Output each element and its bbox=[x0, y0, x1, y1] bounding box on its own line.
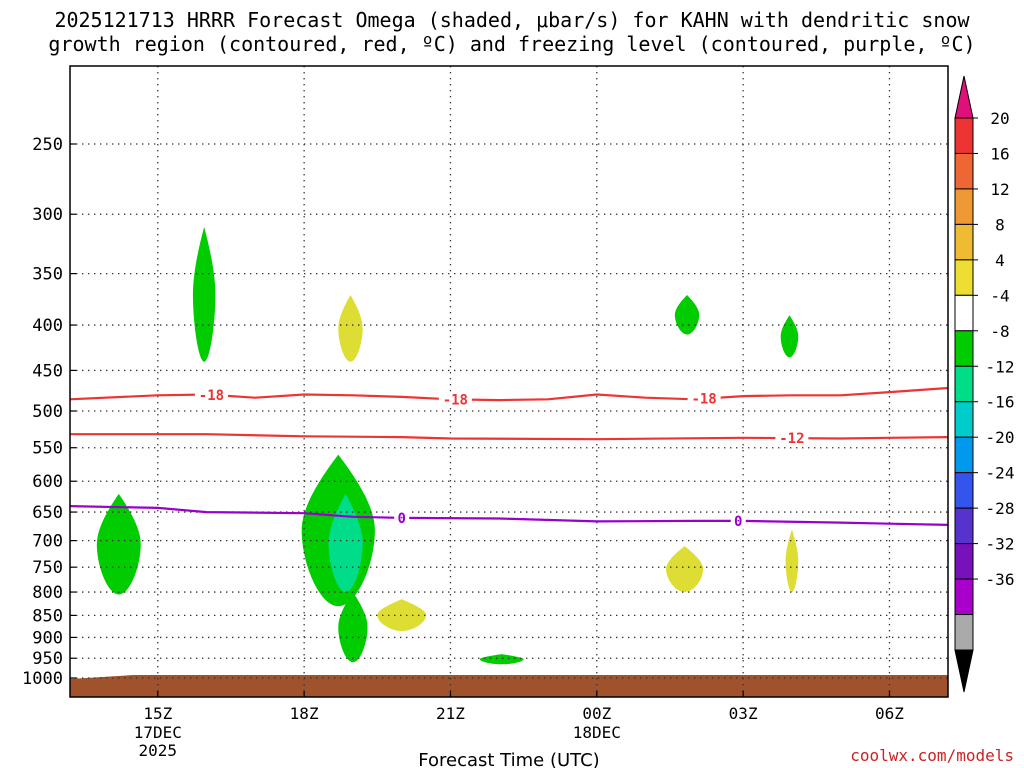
y-tick-label-300: 300 bbox=[32, 205, 63, 225]
omega-region-1 bbox=[96, 493, 141, 595]
ground-fill bbox=[70, 675, 948, 697]
colorbar-label--16: -16 bbox=[986, 393, 1015, 412]
isotherm-label-dgz-top: -18 bbox=[691, 392, 716, 408]
isotherm-label-dgz-top: -18 bbox=[443, 392, 468, 408]
omega-region-4 bbox=[338, 592, 368, 663]
isotherm-label-bg bbox=[438, 391, 472, 408]
x-tick-date-15Z: 17DEC bbox=[134, 723, 182, 742]
y-tick-label-350: 350 bbox=[32, 265, 63, 285]
y-tick-label-450: 450 bbox=[32, 361, 63, 381]
colorbar-band-15 bbox=[954, 614, 974, 651]
colorbar-bottom-arrow bbox=[954, 649, 974, 693]
x-tick-label-15Z: 15Z bbox=[143, 704, 172, 723]
colorbar-band-14 bbox=[954, 578, 974, 616]
x-tick-label-00Z: 00Z bbox=[582, 704, 611, 723]
plot-frame bbox=[69, 65, 949, 698]
colorbar-label--4: -4 bbox=[990, 286, 1009, 305]
y-tick-label-850: 850 bbox=[32, 606, 63, 626]
colorbar-band-12 bbox=[954, 507, 974, 545]
y-tick-label-900: 900 bbox=[32, 628, 63, 648]
x-tick-label-21Z: 21Z bbox=[436, 704, 465, 723]
colorbar-label--20: -20 bbox=[986, 428, 1015, 447]
x-axis-label: Forecast Time (UTC) bbox=[418, 750, 599, 768]
colorbar-band-11 bbox=[954, 472, 974, 509]
colorbar-band-2 bbox=[954, 152, 974, 190]
colorbar-band-6 bbox=[954, 294, 974, 332]
colorbar-label--28: -28 bbox=[986, 499, 1015, 518]
isotherm-dgz-bottom bbox=[70, 433, 948, 441]
isotherm-freezing-level bbox=[70, 505, 948, 526]
omega-region-7 bbox=[377, 599, 427, 631]
colorbar-label-20: 20 bbox=[990, 109, 1009, 128]
isotherm-label-bg bbox=[687, 390, 721, 407]
x-tick-label-06Z: 06Z bbox=[875, 704, 904, 723]
colorbar-band-1 bbox=[954, 117, 974, 154]
isotherm-label-dgz-bottom: -12 bbox=[779, 431, 804, 447]
chart-title-line-1: 2025121713 HRRR Forecast Omega (shaded, … bbox=[54, 8, 970, 32]
isotherm-label-freezing-level: 0 bbox=[397, 511, 405, 527]
site-watermark: coolwx.com/models bbox=[850, 746, 1014, 765]
omega-region-11 bbox=[780, 315, 799, 358]
isotherm-label-bg bbox=[775, 430, 809, 447]
colorbar-band-5 bbox=[954, 259, 974, 296]
omega-region-12 bbox=[785, 529, 799, 593]
colorbar-label-4: 4 bbox=[995, 251, 1005, 270]
colorbar-label-12: 12 bbox=[990, 180, 1009, 199]
omega-region-9 bbox=[674, 295, 700, 335]
isotherm-label-bg bbox=[730, 512, 746, 529]
colorbar-label--36: -36 bbox=[986, 570, 1015, 589]
y-tick-label-250: 250 bbox=[32, 135, 63, 155]
colorbar-top-arrow bbox=[954, 75, 974, 119]
colorbar-label--8: -8 bbox=[990, 322, 1009, 341]
chart-title-line-2: growth region (contoured, red, ºC) and f… bbox=[48, 32, 976, 56]
y-tick-label-1000: 1000 bbox=[22, 669, 63, 689]
colorbar: 20 16 12 8 4 -4 -8 -12 -16 -20 -24 -28 -32 -36 bbox=[954, 75, 1015, 693]
y-tick-label-400: 400 bbox=[32, 316, 63, 336]
isotherm-dgz-top bbox=[70, 386, 948, 402]
omega-region-10 bbox=[666, 546, 704, 593]
colorbar-label-16: 16 bbox=[990, 144, 1009, 163]
x-tick-year-15Z: 2025 bbox=[139, 741, 178, 760]
colorbar-band-10 bbox=[954, 436, 974, 474]
y-tick-label-500: 500 bbox=[32, 402, 63, 422]
y-tick-label-800: 800 bbox=[32, 583, 63, 603]
y-tick-label-650: 650 bbox=[32, 503, 63, 523]
y-tick-label-950: 950 bbox=[32, 649, 63, 669]
colorbar-label--24: -24 bbox=[986, 464, 1015, 483]
y-tick-label-700: 700 bbox=[32, 532, 63, 552]
colorbar-label--12: -12 bbox=[986, 357, 1015, 376]
omega-region-8 bbox=[479, 654, 524, 665]
x-tick-date-00Z: 18DEC bbox=[573, 723, 621, 742]
plot-area: -18 -18 -18 -12 0 0 bbox=[70, 66, 948, 697]
x-tick-label-03Z: 03Z bbox=[729, 704, 758, 723]
y-tick-label-550: 550 bbox=[32, 439, 63, 459]
colorbar-band-3 bbox=[954, 188, 974, 225]
omega-region-2 bbox=[192, 226, 216, 362]
colorbar-label--32: -32 bbox=[986, 535, 1015, 554]
colorbar-band-4 bbox=[954, 223, 974, 261]
x-tick-label-18Z: 18Z bbox=[290, 704, 319, 723]
isotherm-label-bg bbox=[394, 509, 410, 526]
y-tick-label-600: 600 bbox=[32, 472, 63, 492]
isotherm-label-freezing-level: 0 bbox=[734, 514, 742, 530]
colorbar-band-13 bbox=[954, 543, 974, 580]
colorbar-band-9 bbox=[954, 401, 974, 438]
colorbar-label-8: 8 bbox=[995, 215, 1005, 234]
omega-region-5 bbox=[328, 493, 363, 593]
colorbar-band-8 bbox=[954, 365, 974, 403]
colorbar-band-7 bbox=[954, 330, 974, 367]
y-tick-label-750: 750 bbox=[32, 558, 63, 578]
isotherm-label-dgz-top: -18 bbox=[199, 388, 224, 404]
isotherm-label-bg bbox=[194, 386, 228, 403]
omega-region-6 bbox=[338, 295, 363, 362]
